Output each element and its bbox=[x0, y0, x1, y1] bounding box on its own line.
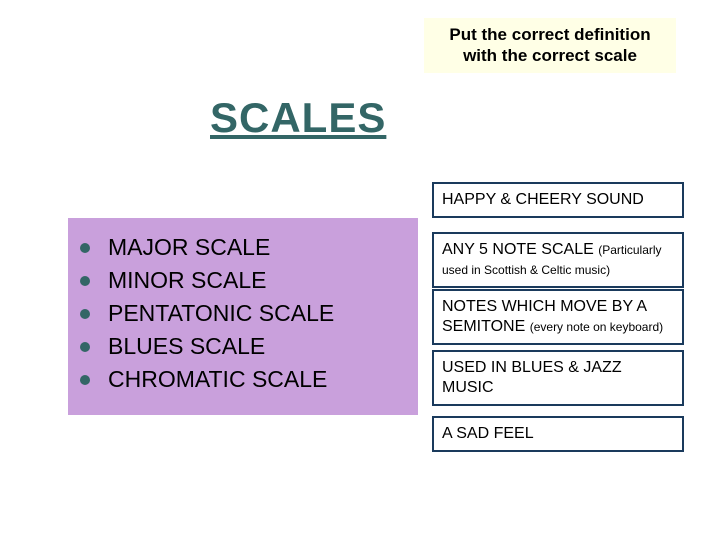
scale-item[interactable]: PENTATONIC SCALE bbox=[80, 300, 406, 327]
bullet-icon bbox=[80, 276, 90, 286]
definition-small: (every note on keyboard) bbox=[530, 320, 663, 334]
bullet-icon bbox=[80, 243, 90, 253]
scale-label: MINOR SCALE bbox=[108, 267, 266, 294]
instruction-box: Put the correct definition with the corr… bbox=[424, 18, 676, 73]
definition-box[interactable]: USED IN BLUES & JAZZ MUSIC bbox=[432, 350, 684, 406]
bullet-icon bbox=[80, 342, 90, 352]
definition-box[interactable]: NOTES WHICH MOVE BY A SEMITONE (every no… bbox=[432, 289, 684, 345]
definition-box[interactable]: A SAD FEEL bbox=[432, 416, 684, 452]
scale-item[interactable]: CHROMATIC SCALE bbox=[80, 366, 406, 393]
definition-text: ANY 5 NOTE SCALE bbox=[442, 241, 598, 258]
definition-text: USED IN BLUES & JAZZ MUSIC bbox=[442, 359, 622, 396]
scale-label: CHROMATIC SCALE bbox=[108, 366, 327, 393]
scale-item[interactable]: MINOR SCALE bbox=[80, 267, 406, 294]
scale-label: PENTATONIC SCALE bbox=[108, 300, 334, 327]
definition-text: A SAD FEEL bbox=[442, 425, 534, 442]
definition-box[interactable]: HAPPY & CHEERY SOUND bbox=[432, 182, 684, 218]
bullet-icon bbox=[80, 375, 90, 385]
definition-box[interactable]: ANY 5 NOTE SCALE (Particularly used in S… bbox=[432, 232, 684, 288]
definition-text: HAPPY & CHEERY SOUND bbox=[442, 191, 644, 208]
scale-label: MAJOR SCALE bbox=[108, 234, 270, 261]
scale-label: BLUES SCALE bbox=[108, 333, 265, 360]
instruction-text: Put the correct definition with the corr… bbox=[449, 25, 650, 65]
page-title: SCALES bbox=[210, 94, 386, 142]
scale-item[interactable]: MAJOR SCALE bbox=[80, 234, 406, 261]
scales-list: MAJOR SCALE MINOR SCALE PENTATONIC SCALE… bbox=[68, 218, 418, 415]
scale-item[interactable]: BLUES SCALE bbox=[80, 333, 406, 360]
bullet-icon bbox=[80, 309, 90, 319]
